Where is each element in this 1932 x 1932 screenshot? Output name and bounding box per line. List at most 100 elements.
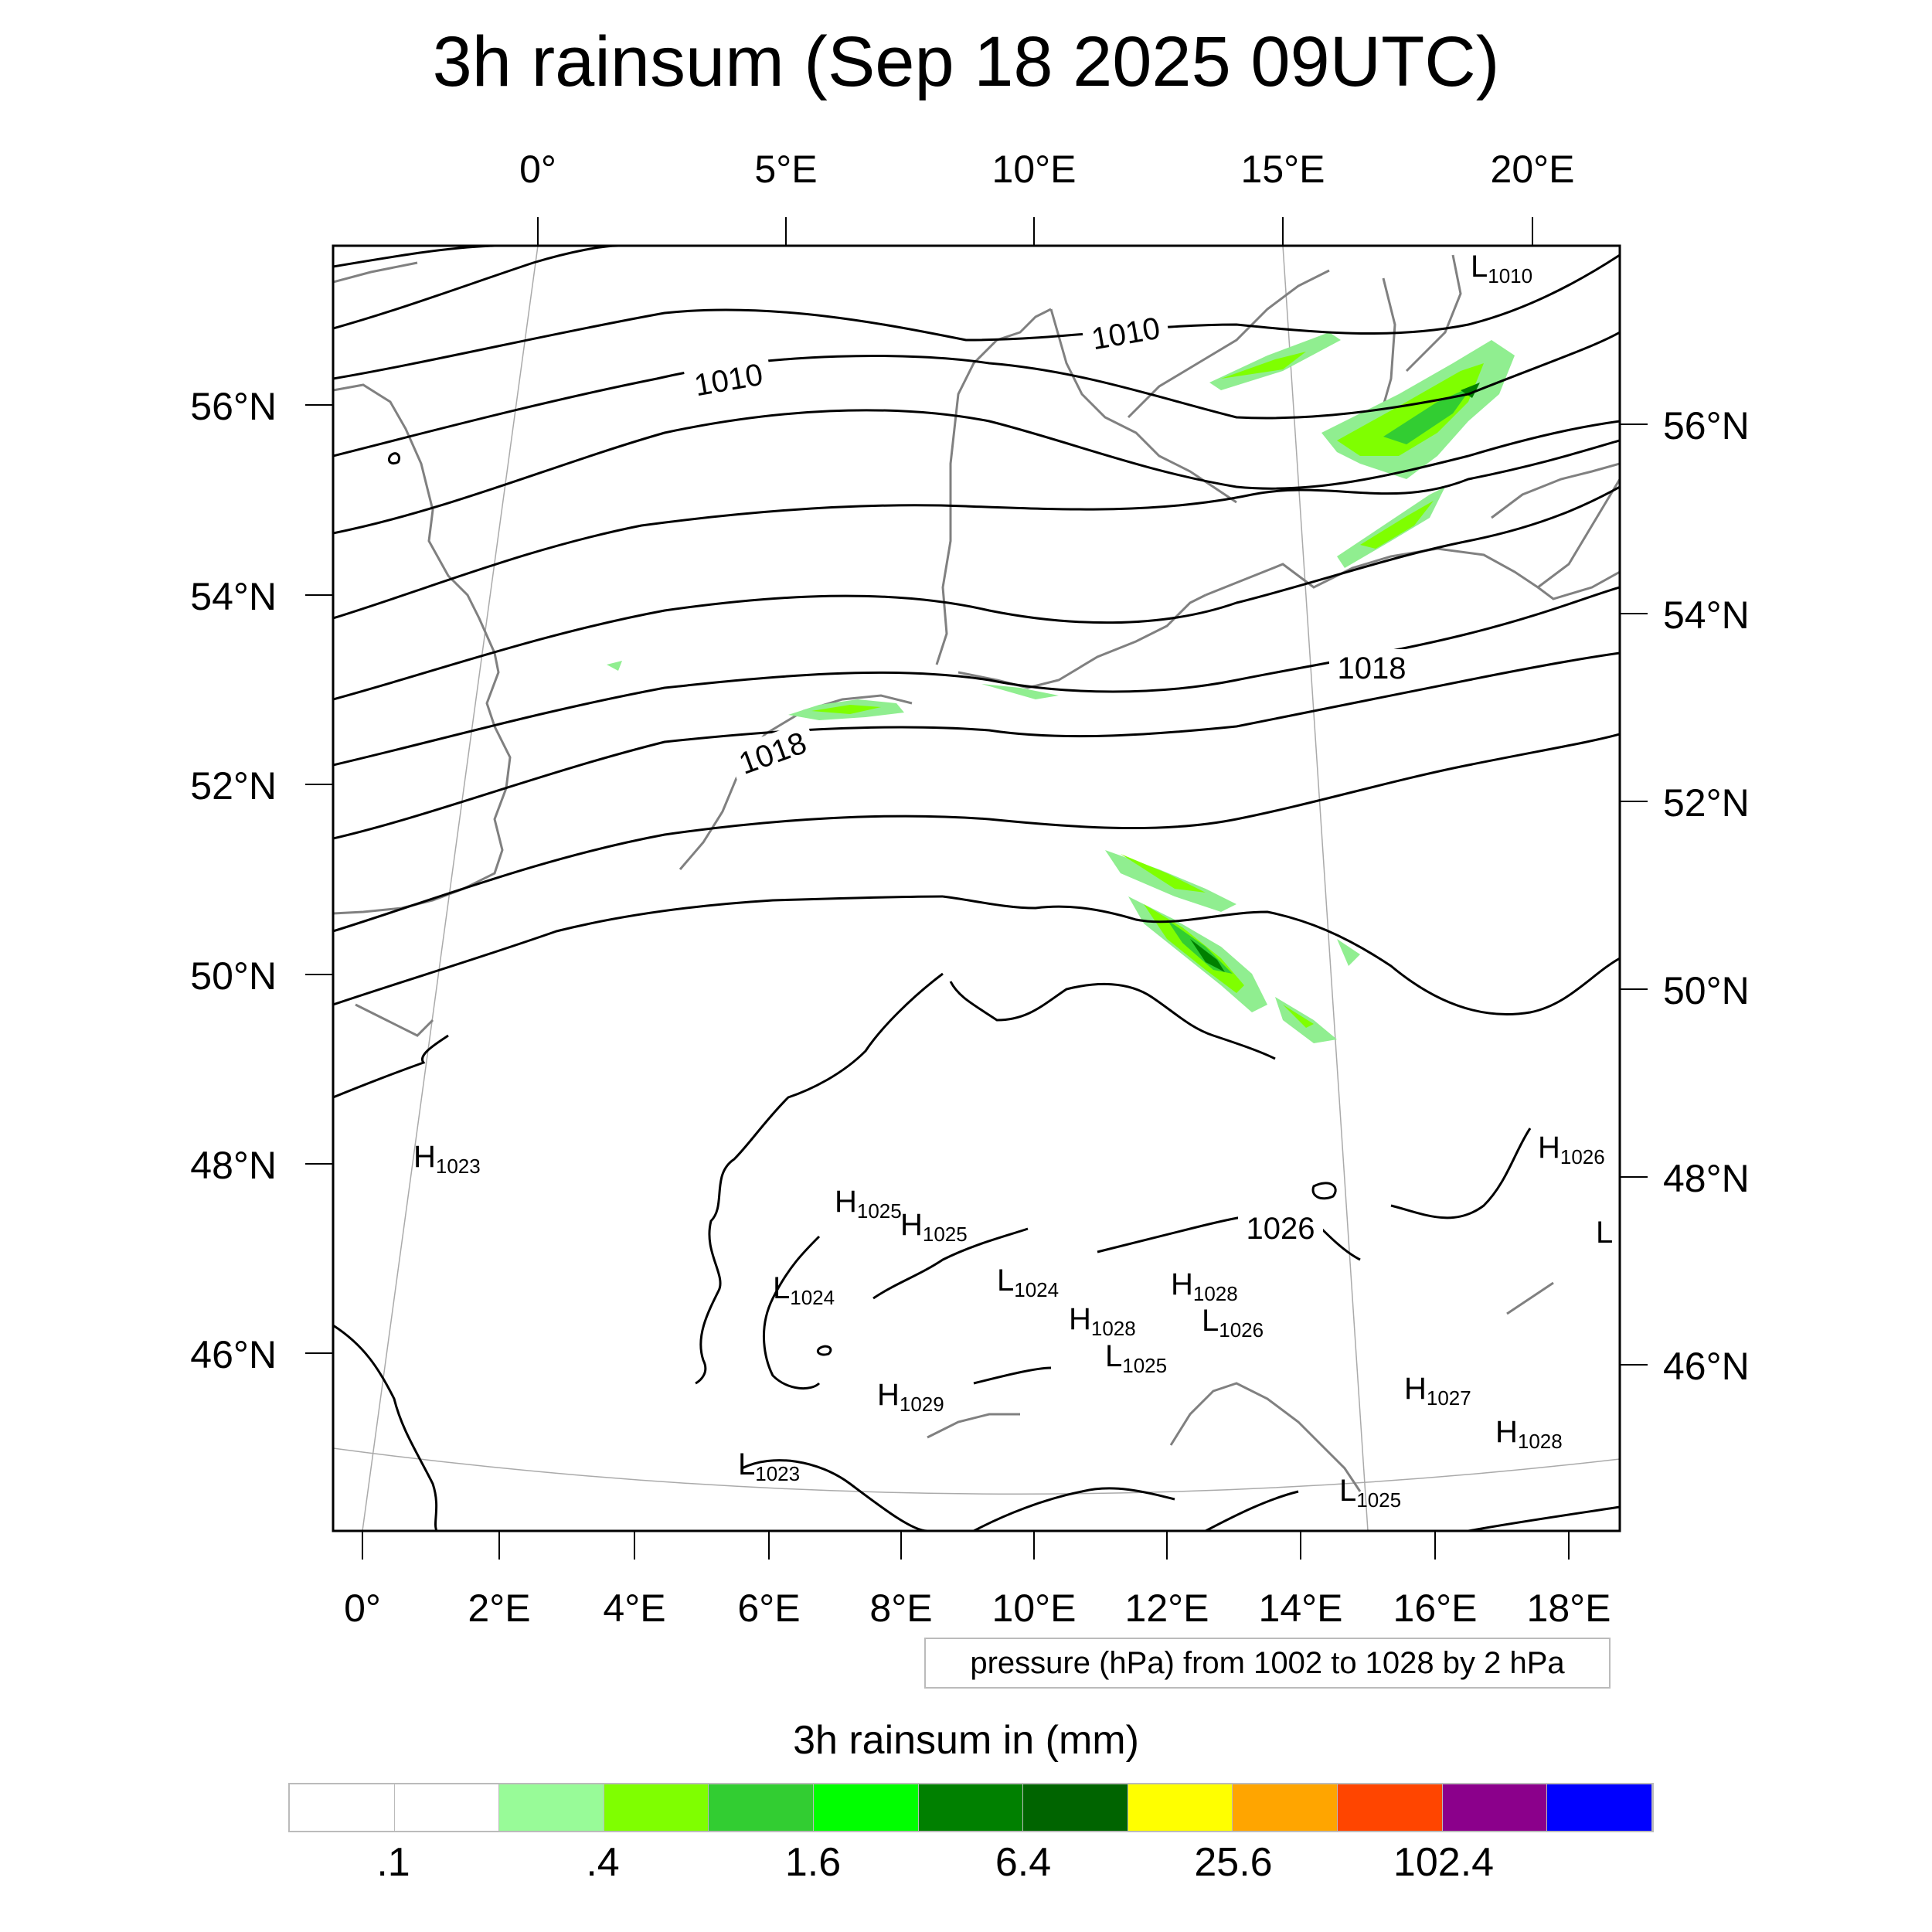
center-value: 1025	[923, 1223, 968, 1246]
legend-swatch	[814, 1784, 919, 1831]
right-lat-label: 56°N	[1663, 404, 1750, 447]
svg-text:L1026: L1026	[1202, 1304, 1264, 1342]
left-latitude-axis	[305, 404, 333, 1354]
center-type: L	[773, 1271, 790, 1305]
center-value: 1025	[1122, 1354, 1167, 1377]
right-lat-label: 48°N	[1663, 1157, 1750, 1200]
left-lat-label: 48°N	[190, 1144, 277, 1187]
center-type: H	[1171, 1267, 1193, 1301]
center-value: 1026	[1560, 1145, 1605, 1168]
center-value: 1024	[790, 1286, 835, 1309]
legend-label: 25.6	[1194, 1840, 1273, 1885]
graticule	[333, 246, 1620, 1531]
center-type: H	[835, 1185, 857, 1219]
svg-text:L: L	[1596, 1216, 1613, 1250]
center-type: L	[1105, 1339, 1122, 1373]
svg-text:L1025: L1025	[1339, 1474, 1401, 1512]
legend-swatch	[499, 1784, 604, 1831]
legend-labels: .1 .4 1.6 6.4 25.6 102.4	[288, 1839, 1654, 1893]
svg-text:H1028: H1028	[1069, 1302, 1136, 1340]
isobar-label: 1010	[1089, 311, 1162, 357]
svg-text:L1023: L1023	[738, 1447, 800, 1485]
left-lat-label: 50°N	[190, 954, 277, 998]
bottom-lon-label: 6°E	[737, 1587, 800, 1630]
legend-swatch	[1233, 1784, 1338, 1831]
center-type: L	[1202, 1304, 1219, 1338]
left-lat-label: 54°N	[190, 575, 277, 618]
isobar-label: 1026	[1247, 1212, 1315, 1246]
center-type: H	[413, 1140, 436, 1174]
svg-text:H1028: H1028	[1495, 1415, 1563, 1453]
legend-color-bar	[288, 1783, 1654, 1832]
center-value: 1023	[755, 1462, 800, 1485]
legend-label: 1.6	[784, 1840, 842, 1885]
center-value: 1025	[1356, 1488, 1401, 1512]
center-value: 1028	[1193, 1282, 1238, 1305]
top-lon-label: 20°E	[1491, 148, 1575, 191]
center-value: 1024	[1014, 1278, 1059, 1301]
center-value: 1010	[1488, 264, 1532, 287]
top-lon-label: 10°E	[992, 148, 1077, 191]
top-lon-label: 5°E	[754, 148, 817, 191]
left-lat-label: 46°N	[190, 1333, 277, 1376]
center-value: 1023	[436, 1155, 481, 1178]
right-lat-label: 54°N	[1663, 594, 1750, 637]
center-value: 1029	[900, 1393, 944, 1416]
center-value: 1026	[1219, 1318, 1264, 1342]
legend-label: .4	[586, 1840, 620, 1885]
center-type: L	[1471, 250, 1488, 284]
svg-text:H1023: H1023	[413, 1140, 481, 1178]
legend-swatch	[290, 1784, 395, 1831]
legend-label: 102.4	[1393, 1840, 1495, 1885]
legend-swatch	[918, 1784, 1024, 1831]
center-type: H	[1069, 1302, 1091, 1336]
center-value: 1025	[857, 1199, 902, 1223]
svg-text:L1024: L1024	[997, 1264, 1059, 1301]
center-type: L	[738, 1447, 755, 1481]
isobar-label: 1018	[1338, 651, 1406, 685]
legend-swatch	[1338, 1784, 1443, 1831]
center-type: H	[1404, 1372, 1427, 1406]
bottom-longitude-axis	[362, 1531, 1570, 1560]
svg-text:H1025: H1025	[835, 1185, 902, 1223]
center-type: H	[1495, 1415, 1518, 1449]
isobar-label: 1010	[692, 358, 765, 403]
svg-text:H1025: H1025	[900, 1208, 968, 1246]
bottom-lon-label: 2°E	[468, 1587, 530, 1630]
svg-text:L1024: L1024	[773, 1271, 835, 1309]
bottom-lon-label: 4°E	[603, 1587, 665, 1630]
svg-text:H1027: H1027	[1404, 1372, 1471, 1410]
bottom-lon-label: 16°E	[1393, 1587, 1478, 1630]
svg-text:H1029: H1029	[877, 1378, 944, 1416]
legend-swatch	[1442, 1784, 1548, 1831]
legend-swatch	[604, 1784, 709, 1831]
map-title: 3h rainsum (Sep 18 2025 09UTC)	[432, 22, 1500, 101]
bottom-lon-label: 18°E	[1527, 1587, 1611, 1630]
center-type: L	[1339, 1474, 1356, 1508]
center-type: L	[1596, 1216, 1613, 1250]
map-frame	[332, 244, 1621, 1532]
legend-label: .1	[376, 1840, 410, 1885]
svg-text:H1026: H1026	[1538, 1131, 1605, 1168]
rain-areas	[607, 332, 1515, 1043]
svg-text:L1025: L1025	[1105, 1339, 1167, 1377]
legend-swatch	[394, 1784, 500, 1831]
legend-label: 6.4	[995, 1840, 1052, 1885]
svg-text:H1028: H1028	[1171, 1267, 1238, 1305]
left-lat-label: 52°N	[190, 764, 277, 808]
right-lat-label: 50°N	[1663, 969, 1750, 1012]
bottom-lon-label: 8°E	[869, 1587, 932, 1630]
legend-swatch	[1547, 1784, 1652, 1831]
top-lon-label: 15°E	[1241, 148, 1325, 191]
right-lat-label: 46°N	[1663, 1345, 1750, 1388]
center-type: H	[900, 1208, 923, 1242]
center-type: H	[1538, 1131, 1560, 1165]
center-value: 1027	[1427, 1386, 1471, 1410]
top-lon-label: 0°	[519, 148, 556, 191]
legend-swatch	[1023, 1784, 1128, 1831]
right-latitude-axis	[1620, 423, 1648, 1366]
bottom-lon-label: 14°E	[1259, 1587, 1343, 1630]
top-longitude-axis	[537, 217, 1533, 246]
center-value: 1028	[1091, 1317, 1136, 1340]
